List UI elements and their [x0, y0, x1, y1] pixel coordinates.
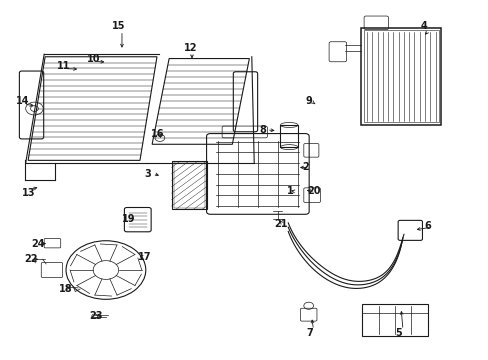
- Text: 17: 17: [137, 252, 151, 262]
- Text: 19: 19: [122, 214, 135, 224]
- Text: 5: 5: [394, 328, 401, 338]
- Text: 15: 15: [112, 21, 125, 31]
- Text: 7: 7: [306, 328, 313, 338]
- Text: 11: 11: [57, 61, 71, 71]
- Text: 4: 4: [420, 21, 427, 31]
- Text: 13: 13: [22, 188, 35, 198]
- Text: 9: 9: [305, 96, 311, 107]
- Bar: [361, 28, 441, 125]
- Text: 23: 23: [89, 311, 102, 321]
- Text: 24: 24: [31, 239, 45, 249]
- Text: 21: 21: [274, 219, 287, 229]
- Text: 2: 2: [301, 162, 308, 172]
- Text: 8: 8: [259, 125, 265, 135]
- Bar: [173, 162, 204, 208]
- Text: 20: 20: [307, 186, 321, 197]
- Text: 18: 18: [59, 284, 72, 294]
- Bar: [280, 125, 297, 147]
- Text: 6: 6: [424, 221, 430, 231]
- Text: 22: 22: [25, 254, 38, 264]
- Bar: [171, 161, 206, 209]
- Text: 10: 10: [86, 54, 100, 64]
- Text: 16: 16: [151, 129, 164, 139]
- Text: 12: 12: [183, 43, 197, 53]
- Text: 1: 1: [287, 186, 293, 197]
- Text: 3: 3: [144, 168, 151, 179]
- Text: 14: 14: [16, 96, 29, 107]
- Bar: [364, 30, 438, 122]
- Bar: [362, 303, 427, 337]
